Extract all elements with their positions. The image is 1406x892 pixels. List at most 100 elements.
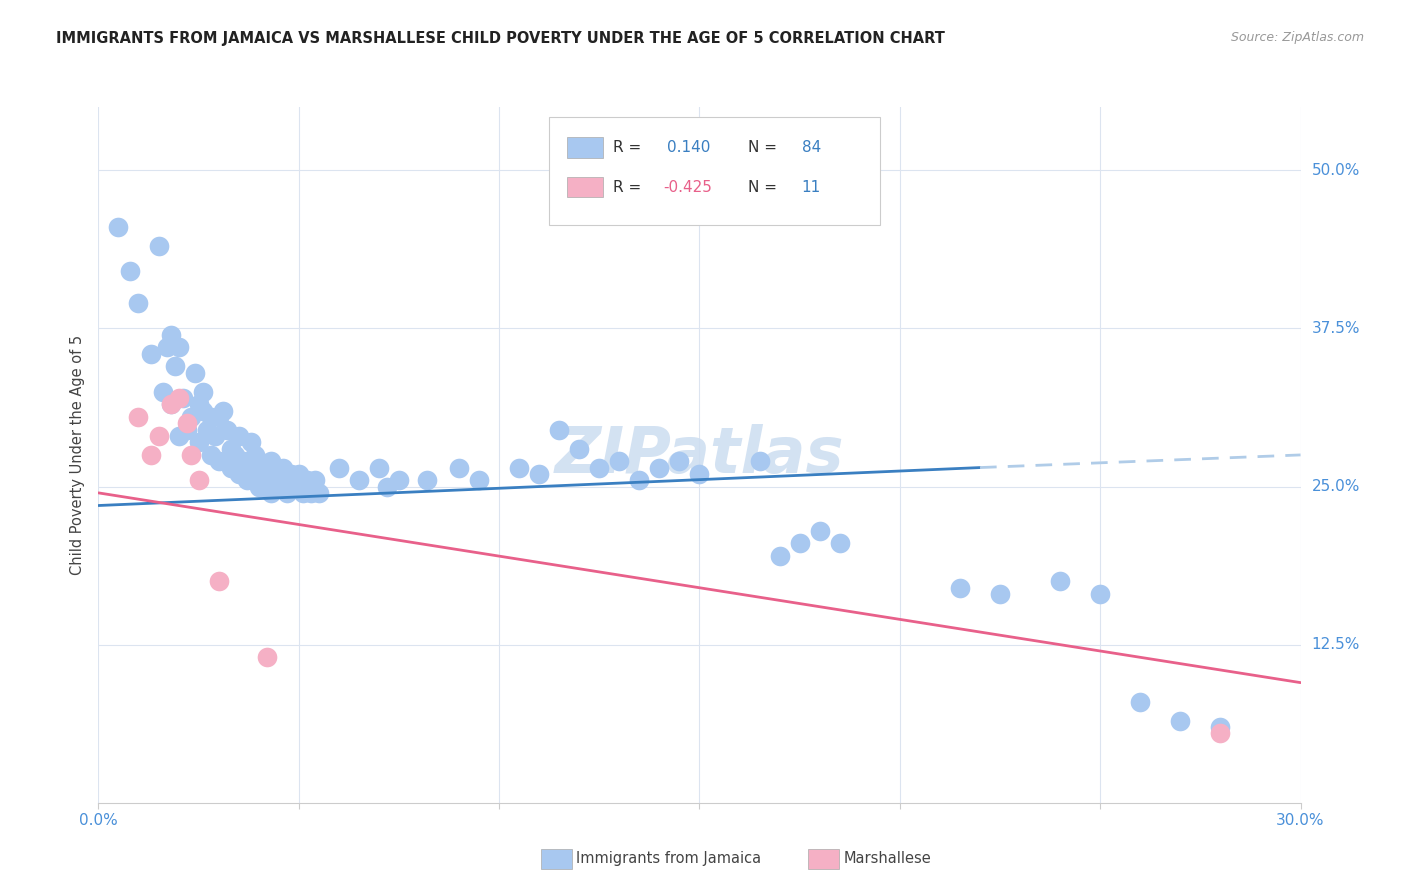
Text: R =: R = [613, 140, 645, 155]
Point [172, 391, 194, 405]
Point [1209, 720, 1232, 734]
Point [1170, 714, 1192, 728]
Point [648, 460, 671, 475]
Point [1088, 587, 1111, 601]
Text: -0.425: -0.425 [664, 179, 713, 194]
Point [219, 460, 242, 475]
Point [219, 442, 242, 456]
FancyBboxPatch shape [550, 118, 880, 226]
Point [187, 397, 209, 411]
Point [1209, 726, 1232, 740]
Point [1129, 695, 1152, 709]
Y-axis label: Child Poverty Under the Age of 5: Child Poverty Under the Age of 5 [70, 334, 86, 575]
Point [167, 391, 190, 405]
Point [211, 403, 233, 417]
Point [208, 574, 231, 589]
Point [139, 347, 162, 361]
Point [299, 486, 322, 500]
Point [368, 460, 391, 475]
Text: IMMIGRANTS FROM JAMAICA VS MARSHALLESE CHILD POVERTY UNDER THE AGE OF 5 CORRELAT: IMMIGRANTS FROM JAMAICA VS MARSHALLESE C… [56, 31, 945, 46]
Point [176, 423, 198, 437]
Point [988, 587, 1011, 601]
Text: 0.140: 0.140 [666, 140, 710, 155]
Point [191, 403, 214, 417]
Point [328, 460, 350, 475]
Point [949, 581, 972, 595]
Point [789, 536, 811, 550]
Point [256, 473, 278, 487]
Point [235, 473, 257, 487]
Bar [567, 177, 603, 197]
Text: 50.0%: 50.0% [1312, 163, 1360, 178]
Point [280, 467, 302, 481]
Point [152, 384, 174, 399]
Point [228, 429, 250, 443]
Point [808, 524, 831, 538]
Point [568, 442, 591, 456]
Point [295, 473, 318, 487]
Text: ZIPatlas: ZIPatlas [555, 424, 844, 486]
Point [304, 473, 326, 487]
Point [260, 454, 283, 468]
Point [183, 366, 205, 380]
Point [208, 409, 231, 424]
Point [187, 435, 209, 450]
Point [128, 409, 150, 424]
Point [529, 467, 551, 481]
Point [260, 486, 283, 500]
Point [468, 473, 491, 487]
Point [204, 429, 226, 443]
Point [159, 327, 181, 342]
Text: N =: N = [748, 140, 782, 155]
Point [263, 467, 285, 481]
Point [215, 423, 238, 437]
Point [267, 473, 290, 487]
Point [688, 467, 710, 481]
Point [609, 454, 631, 468]
Point [388, 473, 411, 487]
Point [159, 397, 181, 411]
Point [167, 340, 190, 354]
Point [167, 429, 190, 443]
Point [828, 536, 851, 550]
Point [256, 650, 278, 665]
Point [628, 473, 651, 487]
Text: N =: N = [748, 179, 782, 194]
Point [180, 448, 202, 462]
Point [139, 448, 162, 462]
Point [768, 549, 790, 563]
Text: 84: 84 [801, 140, 821, 155]
Point [228, 467, 250, 481]
Point [1049, 574, 1071, 589]
Point [159, 397, 181, 411]
Point [232, 454, 254, 468]
Point [239, 435, 262, 450]
Text: Source: ZipAtlas.com: Source: ZipAtlas.com [1230, 31, 1364, 45]
Point [548, 423, 571, 437]
Point [224, 448, 246, 462]
Point [247, 479, 270, 493]
Point [416, 473, 439, 487]
Point [200, 409, 222, 424]
Point [588, 460, 610, 475]
Point [252, 460, 274, 475]
Point [191, 384, 214, 399]
Point [107, 220, 129, 235]
Text: 12.5%: 12.5% [1312, 637, 1360, 652]
Text: 11: 11 [801, 179, 821, 194]
Point [200, 448, 222, 462]
Point [447, 460, 470, 475]
Point [176, 417, 198, 431]
Point [239, 467, 262, 481]
Point [276, 486, 298, 500]
Point [668, 454, 690, 468]
Point [291, 486, 314, 500]
Point [148, 239, 170, 253]
Point [195, 423, 218, 437]
Point [247, 454, 270, 468]
Point [748, 454, 770, 468]
Point [284, 479, 307, 493]
Point [155, 340, 177, 354]
Point [308, 486, 330, 500]
Point [271, 460, 294, 475]
